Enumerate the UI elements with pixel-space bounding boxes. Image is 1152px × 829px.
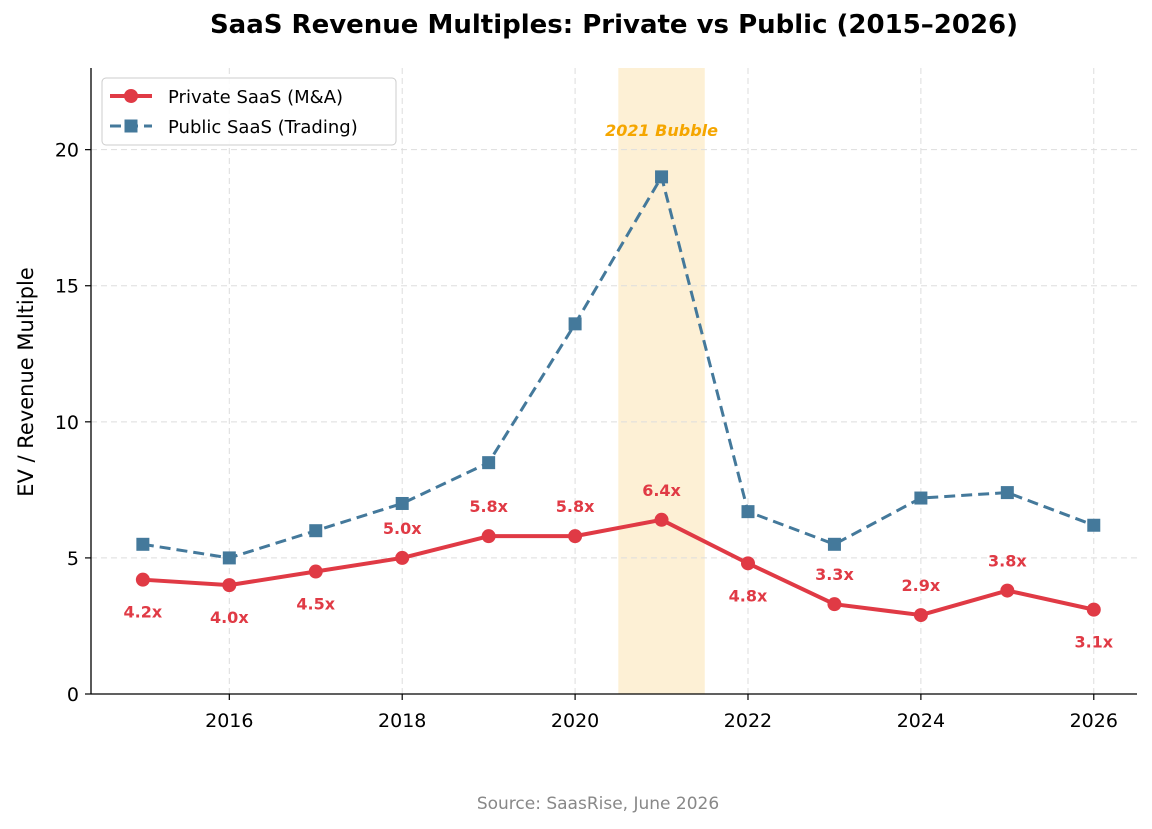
data-labels-layer: 4.2x 4.0x 4.5x 5.0x 5.8x 5.8x 6.4x 4.8x 3.3x 2.9x…: [124, 481, 1114, 652]
legend-label: Public SaaS (Trading): [168, 117, 358, 138]
private-saas-point: [1000, 583, 1015, 598]
grid-layer: [91, 68, 1137, 694]
public-saas-point: [741, 505, 755, 519]
private-saas-point: [1086, 602, 1101, 617]
private-saas-point: [395, 550, 410, 565]
private-saas-line: [142, 517, 1095, 618]
y-tick-label: 5: [67, 548, 79, 570]
y-tick-label: 10: [55, 412, 79, 434]
x-tick-label: 2020: [551, 710, 599, 732]
private-saas-point: [827, 597, 842, 612]
chart-title: SaaS Revenue Multiples: Private vs Publi…: [209, 10, 1019, 40]
annotation-label: 2021 Bubble: [605, 121, 718, 140]
source-note: Source: SaasRise, June 2026: [476, 794, 720, 814]
x-tick-label: 2026: [1070, 710, 1118, 732]
private-saas-point: [740, 556, 755, 571]
private-data-label: 4.5x: [296, 595, 335, 614]
x-tick-label: 2016: [205, 710, 253, 732]
x-tick-label: 2024: [897, 710, 945, 732]
private-data-label: 4.0x: [210, 608, 249, 627]
private-data-label: 4.2x: [124, 603, 163, 622]
private-data-label: 3.1x: [1074, 633, 1113, 652]
private-data-label: 6.4x: [642, 481, 681, 500]
series-layer: [135, 170, 1101, 623]
public-saas-point: [914, 491, 928, 505]
private-data-label: 5.8x: [556, 497, 595, 516]
public-saas-point: [568, 317, 582, 331]
y-tick-label: 15: [55, 276, 79, 298]
axes-layer: 2016 2018 2020 2022 2024 2026 0 5 10 15 20: [55, 68, 1137, 732]
public-saas-point: [482, 456, 496, 470]
public-saas-point: [395, 496, 409, 510]
highlight-band-layer: [618, 68, 705, 694]
public-saas-point: [136, 537, 150, 551]
private-data-label: 5.8x: [469, 497, 508, 516]
public-saas-point: [1000, 486, 1014, 500]
public-saas-point: [1087, 518, 1101, 532]
public-saas-point: [655, 170, 669, 184]
x-tick-label: 2022: [724, 710, 772, 732]
y-axis-label: EV / Revenue Multiple: [14, 267, 38, 497]
public-saas-point: [309, 524, 323, 538]
y-tick-label: 0: [67, 684, 79, 706]
y-tick-label: 20: [55, 140, 79, 162]
public-saas-line: [142, 175, 1095, 560]
legend-box: [101, 77, 397, 146]
private-data-label: 3.3x: [815, 565, 854, 584]
private-data-label: 4.8x: [729, 586, 768, 605]
public-saas-point: [222, 551, 236, 565]
private-data-label: 5.0x: [383, 519, 422, 538]
private-saas-point: [135, 572, 150, 587]
private-data-label: 2.9x: [902, 576, 941, 595]
legend-marker: [124, 119, 138, 133]
private-saas-point: [222, 578, 237, 593]
private-saas-point: [913, 608, 928, 623]
private-data-label: 3.8x: [988, 552, 1027, 571]
private-saas-point: [481, 529, 496, 544]
private-saas-point: [568, 529, 583, 544]
public-saas-point: [827, 537, 841, 551]
legend: Private SaaS (M&A) Public SaaS (Trading): [101, 77, 397, 146]
legend-marker: [124, 89, 138, 103]
highlight-band: [618, 68, 705, 694]
x-tick-label: 2018: [378, 710, 426, 732]
private-saas-point: [308, 564, 323, 579]
private-saas-point: [654, 512, 669, 527]
legend-label: Private SaaS (M&A): [168, 87, 343, 108]
annotation-layer: 2021 Bubble: [605, 121, 718, 140]
